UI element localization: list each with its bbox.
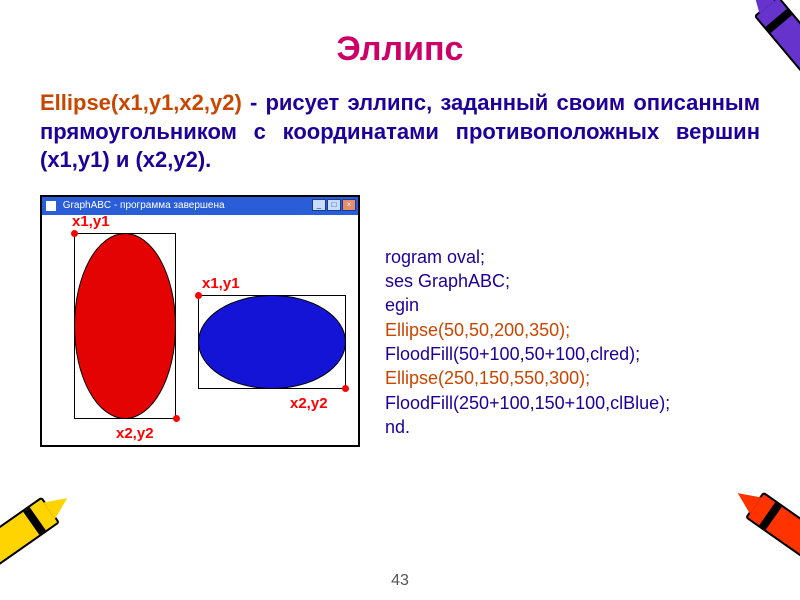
ellipse-1 (74, 233, 176, 419)
vertex-dot (195, 292, 202, 299)
vertex-label-1: x1,y1 (72, 213, 110, 230)
function-signature: Ellipse(x1,y1,x2,y2) (40, 90, 242, 115)
maximize-button[interactable]: □ (327, 199, 341, 211)
window-caption: GraphABC - программа завершена (63, 200, 225, 211)
window-buttons: _ □ × (312, 199, 356, 211)
code-line: ses GraphABC; (385, 269, 670, 293)
code-line: rogram oval; (385, 245, 670, 269)
crayon-icon (754, 0, 800, 119)
code-line: Ellipse(50,50,200,350); (385, 318, 670, 342)
vertex-label-2: x2,y2 (116, 425, 154, 442)
description: Ellipse(x1,y1,x2,y2) - рисует эллипс, за… (40, 89, 760, 175)
vertex-dot (173, 415, 180, 422)
window-icon (46, 201, 56, 211)
graphabc-window: GraphABC - программа завершена _ □ × x1,… (40, 195, 360, 447)
slide: Эллипс Ellipse(x1,y1,x2,y2) - рисует элл… (0, 0, 800, 600)
ellipse-2 (198, 295, 346, 389)
code-line: FloodFill(50+100,50+100,clred); (385, 342, 670, 366)
code-line: nd. (385, 415, 670, 439)
code-line: egin (385, 293, 670, 317)
vertex-label-4: x2,y2 (290, 395, 328, 412)
vertex-dot (342, 385, 349, 392)
minimize-button[interactable]: _ (312, 199, 326, 211)
vertex-label-3: x1,y1 (202, 275, 240, 292)
canvas-area: x1,y1 x2,y2 x1,y1 x2,y2 (42, 215, 358, 445)
code-block: rogram oval;ses GraphABC;eginEllipse(50,… (385, 245, 670, 439)
page-number: 43 (0, 572, 800, 590)
lower-content: GraphABC - программа завершена _ □ × x1,… (40, 195, 760, 505)
close-button[interactable]: × (342, 199, 356, 211)
slide-title: Эллипс (40, 30, 760, 69)
code-line: Ellipse(250,150,550,300); (385, 366, 670, 390)
code-line: FloodFill(250+100,150+100,clBlue); (385, 391, 670, 415)
vertex-dot (71, 230, 78, 237)
